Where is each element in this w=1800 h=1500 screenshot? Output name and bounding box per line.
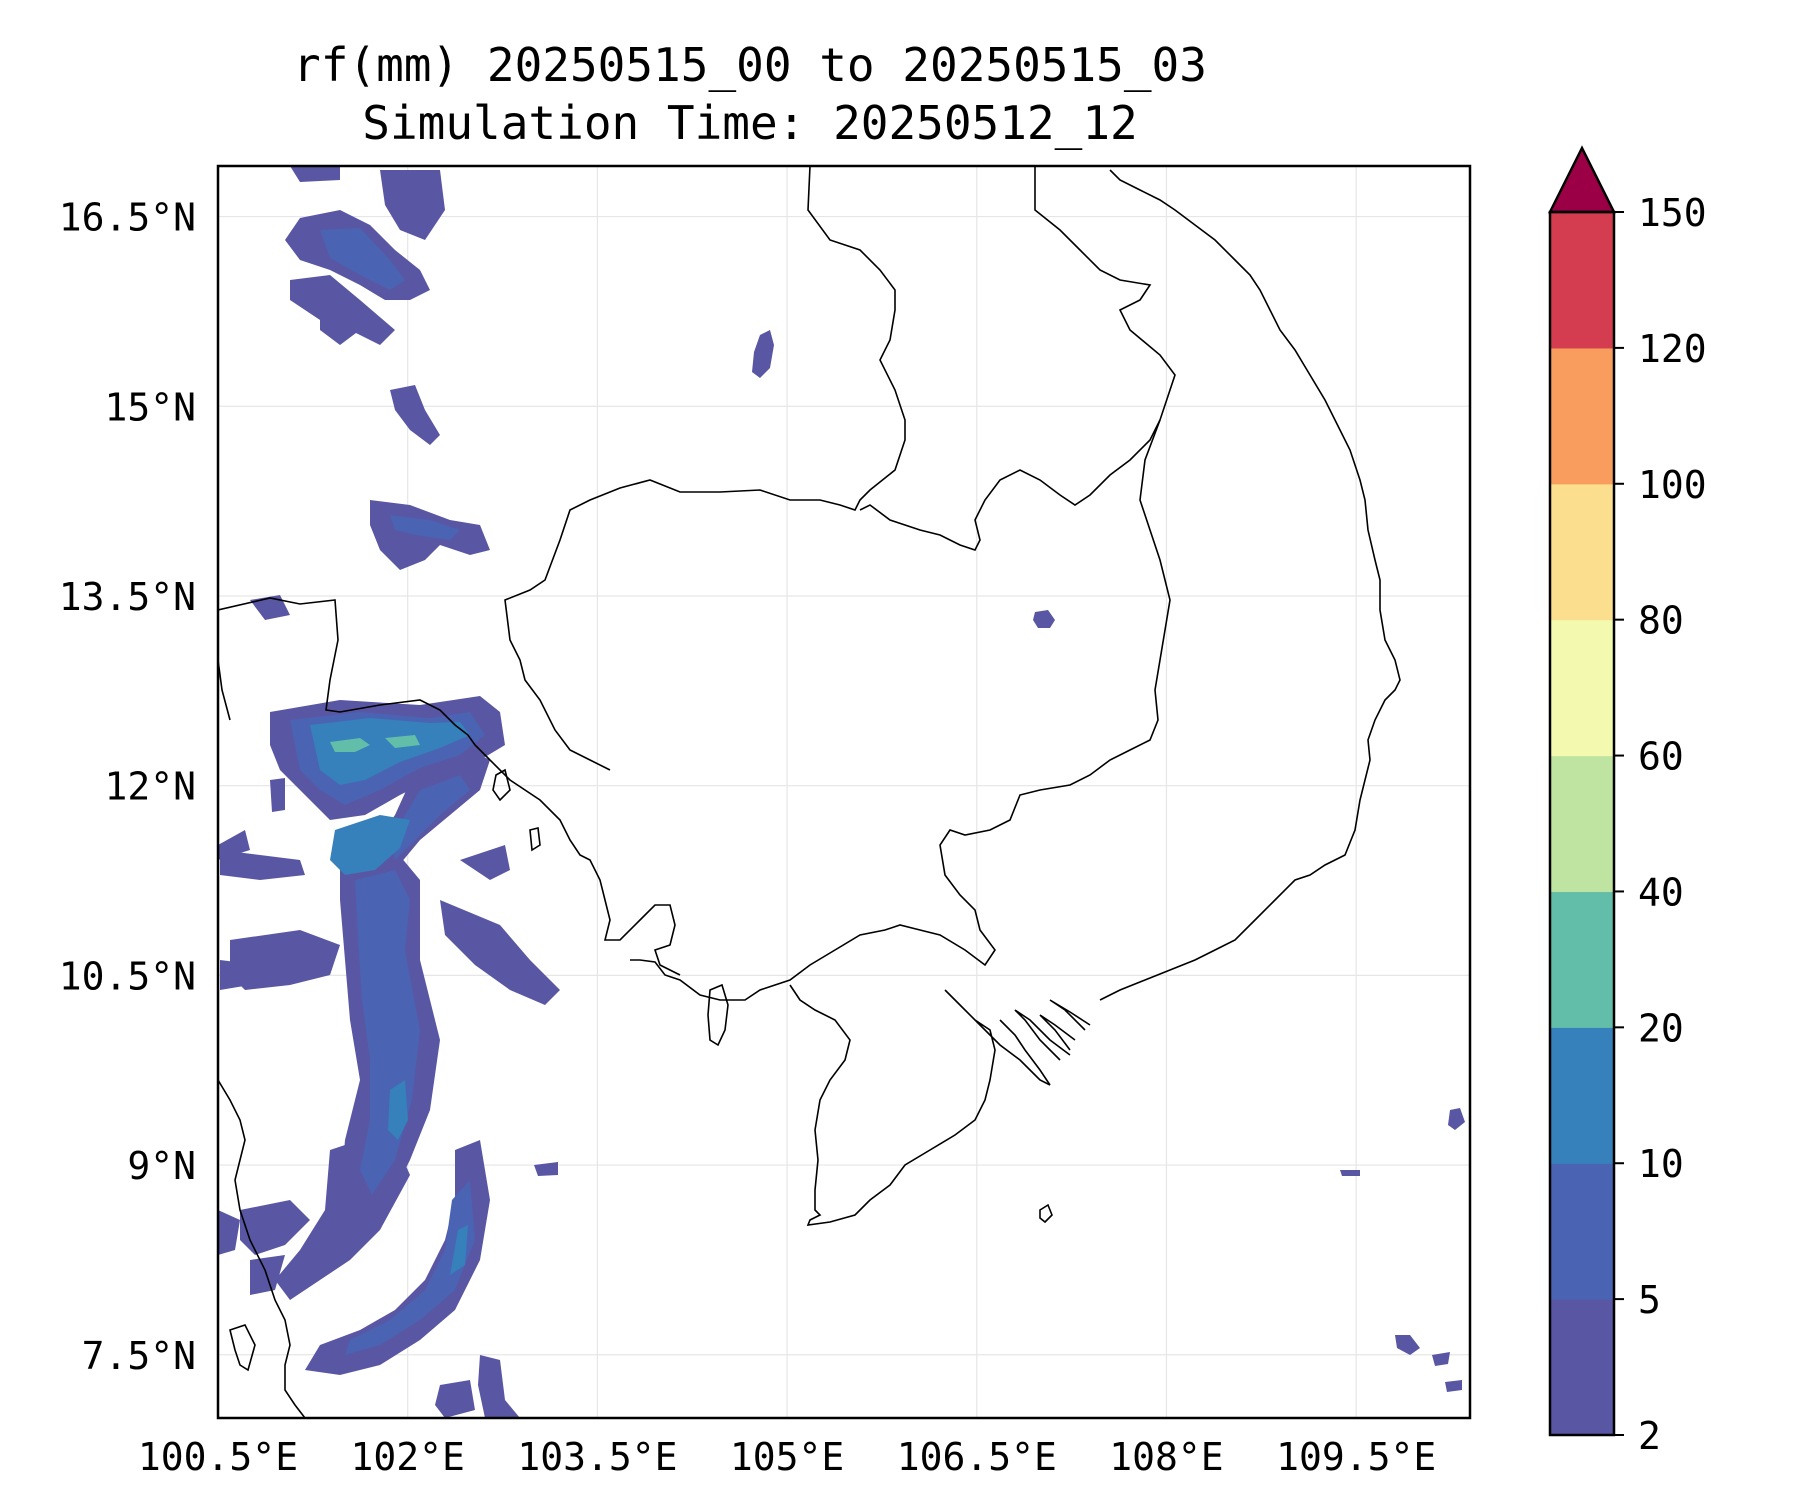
rain-area-10-20-band [330,815,410,875]
lat-tick-label: 10.5°N [59,954,196,998]
map-frame [216,164,1472,1420]
rain-area-scs-2 [1395,1335,1420,1355]
colorbar-tick-label: 100 [1638,463,1707,507]
rain-area-10-20-north [310,718,470,785]
rain-area-scs-4 [1445,1380,1462,1392]
colorbar-tick-label: 80 [1638,599,1684,643]
rain-area-northeast-thai [752,330,774,378]
lat-tick-label: 9°N [127,1144,196,1188]
coast-thai-gulf [218,659,231,721]
map-title: rf(mm) 20250515_00 to 20250515_03 [293,38,1207,92]
rain-area-5-10-thai [320,228,405,290]
lon-tick-label: 103.5°E [517,1435,677,1479]
longitude-labels: 100.5°E 102°E 103.5°E 105°E 106.5°E 108°E 109.… [138,1435,1436,1479]
coast-island-phu-quoc [707,983,729,1047]
map-subtitle: Simulation Time: 20250512_12 [362,96,1138,150]
border-cambodia-vietnam [630,419,1171,1001]
rain-area-20-40-koh-kong [330,738,370,752]
colorbar-segment [1550,891,1614,1028]
border-thailand-cambodia-laos [504,166,906,771]
lat-tick-label: 12°N [104,765,196,809]
colorbar-segment [1550,1163,1614,1300]
coast-island-con-dao [1039,1203,1053,1224]
colorbar-tick-label: 150 [1638,191,1707,235]
colorbar-extend-arrow [1547,145,1617,214]
colorbar-tick-label: 2 [1638,1414,1661,1458]
lat-tick-label: 16.5°N [59,196,196,240]
colorbar-segment [1550,347,1614,485]
colorbar-tick-label: 40 [1638,870,1684,914]
rain-area-gulf-southwest [230,930,340,990]
lat-tick-label: 7.5°N [82,1334,196,1378]
rain-area-5-10-band [390,775,470,860]
coast-island-3 [229,1324,256,1372]
colorbar-segment [1550,212,1614,349]
coast-gulf-southwest [218,1079,306,1418]
colorbar-segment [1550,483,1614,621]
rain-area-gulf-east [440,900,560,1005]
colorbar: 2 5 10 20 40 60 80 100 120 150 [1547,145,1707,1458]
rain-area-thai-north-5 [290,166,340,182]
lat-tick-label: 15°N [104,385,196,429]
rain-area-east-cambodia [1033,610,1055,628]
rain-area-thai-north-3 [380,170,445,240]
coast-mekong-delta [999,999,1091,1086]
colorbar-frame [1548,210,1616,1437]
lon-tick-label: 100.5°E [138,1435,298,1479]
rain-area-gulf-small-1 [534,1162,558,1176]
rain-area-scs-3 [1432,1352,1450,1366]
lon-tick-label: 109.5°E [1276,1435,1436,1479]
rain-area-west-1 [218,830,250,860]
rain-area-west-coast [220,850,305,880]
rainfall-contours [218,166,1465,1418]
latitude-labels: 16.5°N 15°N 13.5°N 12°N 10.5°N 9°N 7.5°N [59,196,196,1378]
coast-vietnam-east [1099,169,1401,1001]
rain-area-scs-5 [1340,1170,1360,1176]
border-laos-vietnam [859,166,1176,551]
coastlines-and-borders [218,166,1401,1418]
rain-area-20-40-koh-kong-2 [385,735,420,748]
coast-island-2 [529,827,541,852]
rain-area-scs-1 [1448,1108,1465,1130]
coast-cambodia [489,759,681,976]
lon-tick-label: 105°E [730,1435,844,1479]
colorbar-segment [1550,1027,1614,1164]
rain-area-west-coast2 [220,960,260,990]
rain-area-gulf-east2 [460,845,510,880]
rain-area-5-10-south [345,1180,475,1355]
rain-area-thai-east [250,595,290,620]
rain-area-west-2 [218,1210,240,1255]
colorbar-segment [1550,755,1614,893]
rain-area-5-10-bangkok [390,515,460,540]
colorbar-tick-label: 60 [1638,735,1684,779]
lon-tick-label: 106.5°E [897,1435,1057,1479]
border-thai-west [218,597,491,761]
lon-tick-label: 108°E [1109,1435,1223,1479]
coast-vietnam-south [789,984,1051,1226]
rain-area-gulf-small-2 [270,778,285,812]
lon-tick-label: 102°E [351,1435,465,1479]
rain-area-south-6 [435,1380,475,1418]
colorbar-segment [1550,1299,1614,1436]
colorbar-tick-label: 10 [1638,1142,1684,1186]
colorbar-tick-label: 120 [1638,327,1707,371]
colorbar-tick-label: 20 [1638,1006,1684,1050]
colorbar-tick-label: 5 [1638,1278,1661,1322]
colorbar-segment [1550,619,1614,757]
coast-island-1 [492,768,511,802]
rain-area-thai-north-4 [320,300,360,345]
rain-area-south-3 [240,1200,310,1255]
rain-area-10-20-south [450,1225,468,1275]
rain-area-south-2 [305,1140,490,1375]
rain-area-south-5 [478,1355,520,1418]
rain-area-central-thai [390,385,440,445]
lat-tick-label: 13.5°N [59,575,196,619]
rain-area-10-20-center [388,1080,408,1140]
